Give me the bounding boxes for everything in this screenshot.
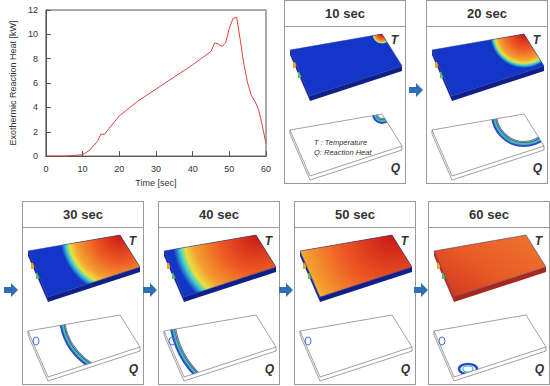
- svg-text:40 sec: 40 sec: [199, 207, 239, 222]
- svg-text:60: 60: [261, 164, 271, 174]
- svg-text:20: 20: [114, 164, 124, 174]
- svg-text:T: T: [533, 33, 542, 47]
- svg-text:Q: Q: [265, 362, 275, 376]
- svg-text:Q: Reaction Heat: Q: Reaction Heat: [314, 148, 372, 157]
- svg-text:T: T: [401, 234, 410, 248]
- svg-text:T: T: [129, 234, 138, 248]
- svg-text:Q: Q: [533, 161, 543, 175]
- svg-text:Q: Q: [391, 161, 401, 175]
- svg-text:Q: Q: [129, 362, 139, 376]
- svg-text:Exothermic Reaction Heat [kW]: Exothermic Reaction Heat [kW]: [8, 21, 18, 146]
- svg-text:6: 6: [33, 78, 38, 88]
- svg-text:50 sec: 50 sec: [335, 207, 375, 222]
- svg-text:50: 50: [224, 164, 234, 174]
- svg-text:60 sec: 60 sec: [469, 207, 509, 222]
- svg-text:30 sec: 30 sec: [63, 207, 103, 222]
- svg-text:T : Temperature: T : Temperature: [314, 138, 367, 147]
- svg-text:0: 0: [43, 164, 48, 174]
- svg-text:20 sec: 20 sec: [467, 6, 507, 21]
- svg-text:T: T: [265, 234, 274, 248]
- svg-text:30: 30: [151, 164, 161, 174]
- svg-text:12: 12: [28, 5, 38, 15]
- svg-text:10 sec: 10 sec: [325, 6, 365, 21]
- svg-text:T: T: [391, 33, 400, 47]
- svg-text:4: 4: [33, 102, 38, 112]
- svg-text:10: 10: [78, 164, 88, 174]
- svg-text:8: 8: [33, 54, 38, 64]
- svg-text:40: 40: [188, 164, 198, 174]
- svg-text:Q: Q: [535, 362, 545, 376]
- svg-text:10: 10: [28, 29, 38, 39]
- svg-text:T: T: [535, 234, 544, 248]
- svg-text:Q: Q: [401, 362, 411, 376]
- svg-text:0: 0: [33, 151, 38, 161]
- svg-text:Time [sec]: Time [sec]: [135, 178, 176, 188]
- svg-text:2: 2: [33, 127, 38, 137]
